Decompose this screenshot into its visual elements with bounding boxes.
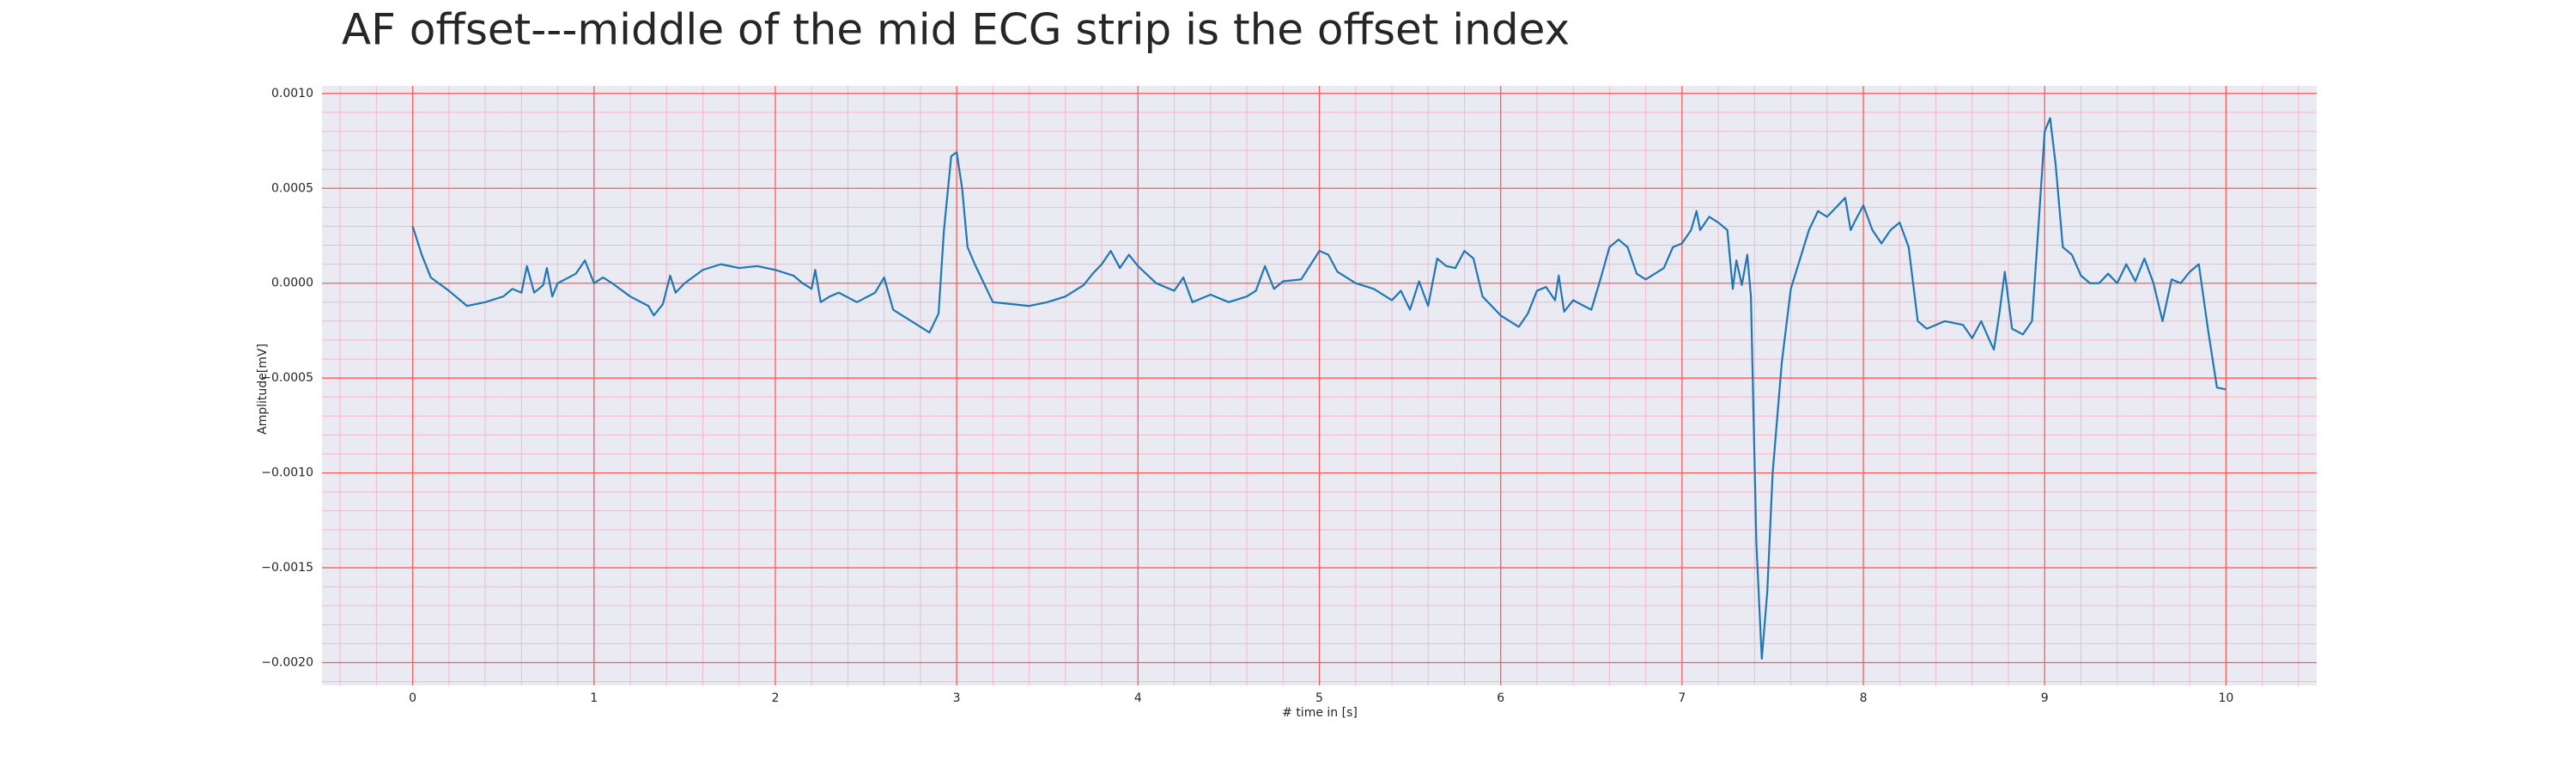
ecg-line <box>411 117 2227 660</box>
x-tick-label: 8 <box>1860 691 1868 705</box>
x-axis-label: # time in [s] <box>1282 706 1358 720</box>
x-tick-label: 10 <box>2218 691 2233 705</box>
x-tick-label: 4 <box>1134 691 1142 705</box>
x-tick-label: 1 <box>590 691 598 705</box>
x-tick-label: 6 <box>1497 691 1504 705</box>
x-tick-label: 7 <box>1678 691 1686 705</box>
y-tick-label: −0.0005 <box>261 371 313 385</box>
x-tick-label: 2 <box>771 691 779 705</box>
x-tick-label: 3 <box>953 691 961 705</box>
chart-title: AF offset---middle of the mid ECG strip … <box>342 5 1570 55</box>
y-tick-label: −0.0020 <box>261 655 313 669</box>
x-tick-label: 5 <box>1315 691 1323 705</box>
x-tick-label: 9 <box>2041 691 2049 705</box>
y-tick-label: 0.0000 <box>271 277 313 290</box>
y-axis-label: Amplitude[mV] <box>256 344 270 435</box>
y-tick-label: −0.0010 <box>261 466 313 480</box>
y-tick-label: −0.0015 <box>261 561 313 575</box>
y-tick-label: 0.0005 <box>271 181 313 195</box>
x-tick-label: 0 <box>409 691 416 705</box>
y-tick-label: 0.0010 <box>271 87 313 100</box>
